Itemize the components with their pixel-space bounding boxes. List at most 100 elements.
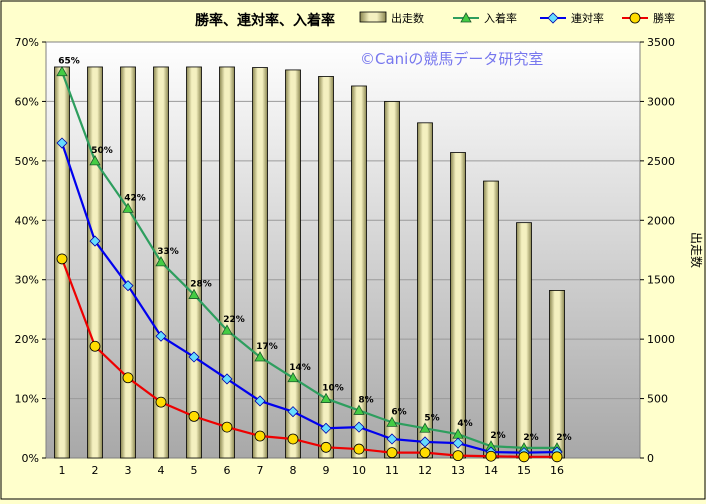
triangle-marker — [122, 202, 134, 213]
data-labels: 65% 50% 42% 33% 28% 22% 17% 14% 10% 8% 6% 5% 4% 2% 2% 2… — [58, 57, 571, 443]
circle-marker — [221, 421, 233, 433]
diamond-marker — [188, 351, 200, 363]
x-tick-label: 4 — [158, 464, 165, 477]
series-line — [60, 142, 558, 454]
data-label: 33% — [157, 247, 179, 257]
line-series — [56, 65, 563, 463]
data-label: 50% — [91, 146, 113, 156]
left-tick-label: 10% — [15, 393, 39, 406]
triangle-marker — [254, 351, 266, 362]
diamond-marker — [56, 137, 68, 149]
triangle-marker — [287, 371, 299, 383]
data-label: 22% — [223, 315, 245, 325]
circle-marker — [56, 253, 68, 265]
diamond-marker — [452, 437, 464, 449]
left-tick-label: 30% — [15, 274, 39, 287]
diamond-marker — [386, 433, 398, 445]
right-tick-label: 2500 — [647, 155, 675, 168]
left-tick-label: 50% — [15, 155, 39, 168]
bar — [483, 180, 499, 459]
x-tick-label: 15 — [517, 464, 531, 477]
data-label: 2% — [556, 433, 571, 443]
bar — [120, 66, 136, 459]
bar — [219, 66, 235, 459]
bar — [87, 66, 103, 459]
legend-label: 入着率 — [484, 11, 517, 25]
diamond-marker — [547, 12, 559, 24]
bar-series — [54, 66, 565, 459]
bar — [285, 69, 301, 459]
watermark: ©Caniの競馬データ研究室 — [360, 50, 543, 68]
left-tick-label: 70% — [15, 36, 39, 49]
right-tick-label: 2000 — [647, 214, 675, 227]
circle-marker — [419, 447, 431, 459]
triangle-marker — [419, 422, 431, 433]
bar — [318, 76, 334, 459]
right-tick-label: 1500 — [647, 274, 675, 287]
diamond-marker — [353, 421, 365, 433]
axes: 0% 10% 20% 30% 40% 50% 60% 70% 0 500 1000 1500 2000 2… — [15, 36, 675, 477]
x-tick-label: 13 — [451, 464, 465, 477]
triangle-marker — [155, 256, 167, 267]
triangle-marker — [221, 324, 233, 335]
x-tick-label: 11 — [385, 464, 399, 477]
data-label: 65% — [58, 57, 80, 67]
gridlines — [46, 100, 640, 400]
right-tick-label: 3500 — [647, 36, 675, 49]
diamond-marker — [122, 280, 134, 292]
data-label: 2% — [490, 431, 505, 441]
legend-label: 出走数 — [391, 11, 424, 25]
bar — [186, 66, 202, 459]
diamond-marker — [254, 395, 266, 407]
circle-marker — [518, 451, 530, 463]
x-tick-label: 7 — [257, 464, 264, 477]
diamond-marker — [419, 436, 431, 448]
data-label: 5% — [424, 413, 439, 423]
bar — [351, 85, 367, 459]
data-label: 42% — [124, 193, 146, 203]
right-tick-label: 0 — [647, 452, 654, 465]
diamond-marker — [221, 373, 233, 385]
triangle-marker — [89, 155, 101, 166]
diamond-marker — [287, 406, 299, 418]
circle-marker — [254, 430, 266, 442]
circle-marker — [155, 396, 167, 408]
left-tick-label: 0% — [22, 452, 39, 465]
diamond-marker — [89, 235, 101, 247]
circle-marker — [551, 451, 563, 463]
x-tick-label: 5 — [191, 464, 198, 477]
x-tick-label: 12 — [418, 464, 432, 477]
circle-marker — [485, 450, 497, 462]
circle-marker — [287, 433, 299, 445]
chart-title: 勝率、連対率、入着率 — [195, 12, 335, 29]
x-tick-label: 16 — [550, 464, 564, 477]
data-label: 6% — [391, 407, 406, 417]
triangle-marker — [320, 392, 332, 403]
legend-label: 勝率 — [653, 11, 675, 25]
triangle-marker — [460, 12, 472, 23]
circle-marker — [122, 372, 134, 384]
circle-marker — [188, 410, 200, 422]
left-tick-label: 40% — [15, 214, 39, 227]
circle-marker — [452, 450, 464, 462]
data-label: 14% — [289, 363, 311, 373]
x-tick-label: 8 — [290, 464, 297, 477]
triangle-marker — [386, 416, 398, 427]
circle-marker — [386, 447, 398, 459]
x-tick-label: 10 — [352, 464, 366, 477]
circle-marker — [320, 441, 332, 453]
legend: 出走数 入着率 連対率 勝率 — [359, 11, 675, 25]
bar — [417, 122, 433, 459]
triangle-marker — [56, 65, 68, 77]
series-line — [60, 258, 557, 458]
legend-swatch — [359, 11, 387, 23]
diamond-marker — [155, 330, 167, 342]
bar — [450, 152, 466, 459]
right-tick-label: 1000 — [647, 333, 675, 346]
x-tick-label: 1 — [59, 464, 66, 477]
bar — [516, 222, 532, 459]
data-label: 10% — [322, 384, 344, 394]
circle-marker — [89, 340, 101, 352]
legend-label: 連対率 — [571, 11, 604, 25]
